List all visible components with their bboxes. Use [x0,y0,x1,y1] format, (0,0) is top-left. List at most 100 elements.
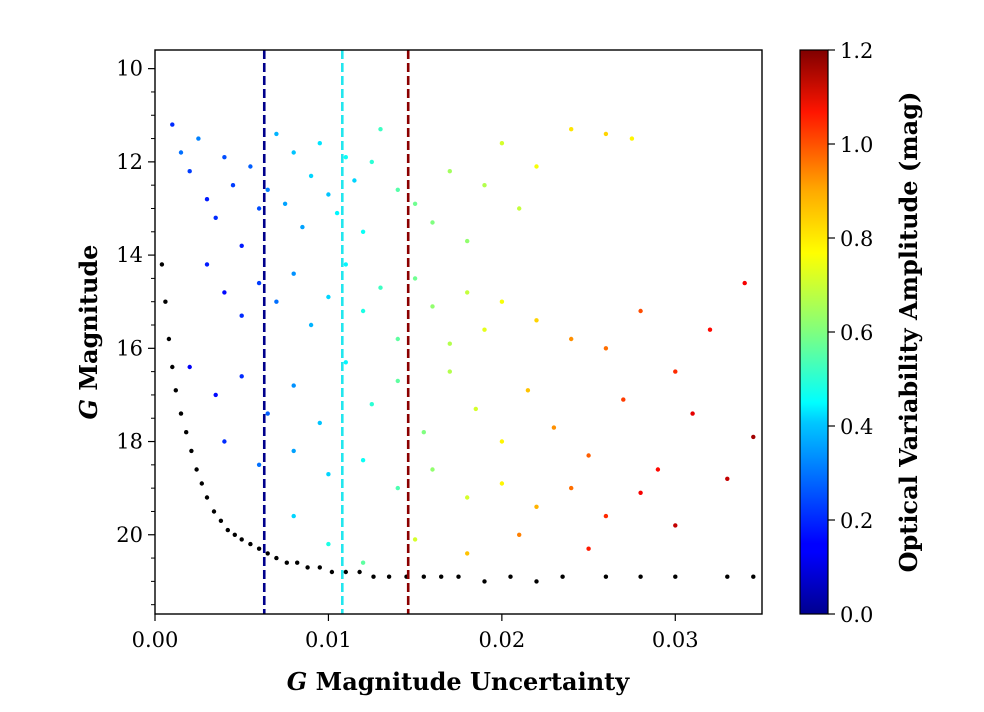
y-tick-label: 18 [116,430,143,454]
data-point [360,458,366,463]
data-point [499,439,505,444]
data-point [204,197,210,202]
data-point [265,411,270,416]
data-point [256,462,262,467]
data-point [326,294,331,300]
data-point [317,141,322,146]
colorbar-tick-label: 0.8 [840,227,873,251]
data-point-black [204,495,210,500]
data-point-black [534,579,539,584]
data-point [326,192,331,197]
x-tick-label: 0.03 [652,628,699,652]
data-point [326,541,331,547]
data-point [187,364,192,370]
data-point-black [305,565,310,570]
x-tick-label: 0.00 [132,628,179,652]
colorbar-ticks: 0.0 0.2 0.4 0.6 0.8 1.0 1.2 [828,39,873,627]
data-point [178,150,184,155]
data-point [239,243,244,248]
data-point-black [194,467,199,472]
plot-frame [154,49,763,615]
data-point [638,308,643,314]
y-axis-ticks: 10 12 14 16 18 20 [116,57,155,606]
data-point [274,131,279,137]
data-point [707,327,713,332]
data-point-black [482,579,487,584]
data-point [447,369,452,374]
data-point-black [218,518,224,523]
data-point [187,169,192,174]
data-point-black [265,551,270,556]
colorbar-tick-label: 1.2 [840,39,873,63]
data-point [534,318,539,323]
data-point [499,141,505,146]
data-point [222,439,227,444]
data-point [291,150,296,155]
data-point-black [284,560,289,565]
data-point [213,392,218,398]
data-point [430,220,435,225]
data-point-black [239,537,244,542]
x-axis-label: G Magnitude Uncertainty [287,667,630,696]
y-axis-label-italic: G [74,399,103,420]
data-point [673,369,678,374]
y-tick-label: 16 [116,336,143,360]
data-point [256,280,262,286]
data-point [239,374,244,379]
x-axis-label-rest: Magnitude Uncertainty [307,667,630,696]
data-point [291,383,296,388]
data-point-black [317,565,322,570]
data-point [499,481,505,486]
data-point [308,173,314,179]
data-point [343,155,348,160]
data-point [369,402,374,407]
data-point [465,290,470,295]
x-axis-ticks: 0.00 0.01 0.02 0.03 [132,614,699,652]
colorbar-tick-label: 0.2 [840,509,873,533]
data-point [395,336,400,342]
data-point [378,127,383,132]
data-point [465,551,470,556]
data-point [430,304,435,309]
data-point [369,159,374,165]
data-point [395,187,400,192]
data-point-black [603,574,609,579]
data-point-black [189,448,194,454]
x-tick-label: 0.02 [478,628,525,652]
data-point [725,476,730,481]
data-point [308,322,314,328]
data-point [603,131,609,137]
data-point [213,215,218,220]
data-point [343,360,348,365]
data-point-black [170,364,175,370]
data-point [673,523,678,528]
data-point [621,397,626,402]
data-point [291,271,296,276]
data-point-black [751,574,756,579]
data-point-black [166,336,172,342]
data-point [291,513,296,519]
threshold-lines [262,50,410,614]
data-point [352,178,357,183]
data-point [274,299,279,304]
colorbar-tick-label: 0.4 [840,415,873,439]
data-point [655,467,661,472]
colorbar-tick-label: 0.6 [840,321,873,345]
data-point-black [159,262,165,267]
data-point [525,388,531,393]
data-point [629,136,635,141]
data-point [482,183,487,188]
data-point [395,485,400,491]
data-point [360,560,366,565]
y-axis-label: G Magnitude [74,245,103,420]
data-point [239,313,244,318]
data-point-black [371,574,376,579]
y-axis-label-rest: Magnitude [74,245,103,399]
data-point-black [163,299,168,304]
data-point [569,127,574,132]
data-point [343,262,348,267]
data-point [291,448,296,454]
data-point [265,187,270,192]
data-point [499,299,505,304]
